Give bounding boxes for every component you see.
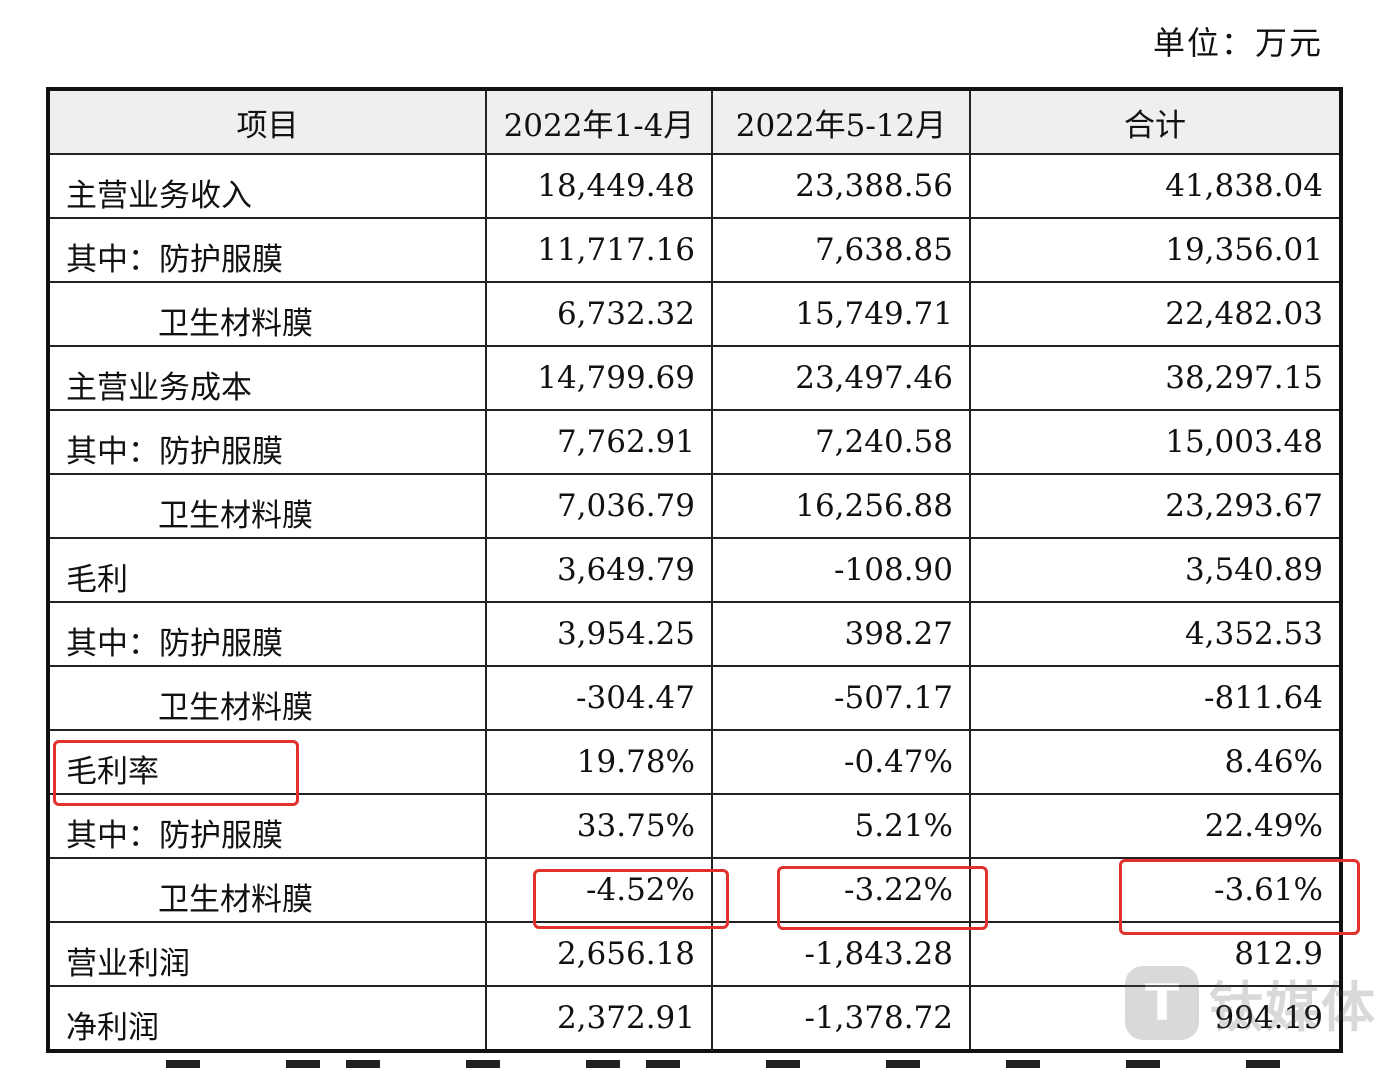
cell-period-1: 19.78% [485,729,713,795]
cell-period-2: -3.22% [711,857,971,923]
row-label: 毛利 [47,537,487,603]
cell-total: -3.61% [969,857,1342,923]
cell-period-1: 2,372.91 [485,985,713,1052]
cell-period-1: 2,656.18 [485,921,713,987]
row-label: 净利润 [47,985,487,1052]
cell-total: 8.46% [969,729,1342,795]
cell-total: 994.19 [969,985,1342,1052]
cell-total: 15,003.48 [969,409,1342,475]
header-period-2: 2022年5-12月 [711,88,971,155]
cell-period-1: 6,732.32 [485,281,713,347]
row-label: 其中：防护服膜 [47,409,487,475]
cell-period-2: 23,388.56 [711,153,971,219]
header-item: 项目 [47,88,487,155]
table-row: 其中：防护服膜 33.75% 5.21% 22.49% [47,793,1342,859]
table-row: 其中：防护服膜 11,717.16 7,638.85 19,356.01 [47,217,1342,283]
cell-total: 4,352.53 [969,601,1342,667]
row-label: 主营业务成本 [47,345,487,411]
cell-period-1: 3,649.79 [485,537,713,603]
cell-total: 19,356.01 [969,217,1342,283]
table-body: 主营业务收入 18,449.48 23,388.56 41,838.04 其中：防护服… [47,153,1342,1052]
cell-period-2: 398.27 [711,601,971,667]
table-row: 卫生材料膜 7,036.79 16,256.88 23,293.67 [47,473,1342,539]
cell-period-2: 23,497.46 [711,345,971,411]
cell-period-2: -108.90 [711,537,971,603]
header-period-1: 2022年1-4月 [485,88,713,155]
cell-total: 23,293.67 [969,473,1342,539]
cell-period-1: 18,449.48 [485,153,713,219]
cell-period-1: 33.75% [485,793,713,859]
cell-period-2: -1,378.72 [711,985,971,1052]
cell-period-1: -304.47 [485,665,713,731]
table-row: 毛利率 19.78% -0.47% 8.46% [47,729,1342,795]
row-label: 卫生材料膜 [47,473,487,539]
cell-total: 3,540.89 [969,537,1342,603]
table-row: 主营业务成本 14,799.69 23,497.46 38,297.15 [47,345,1342,411]
cell-period-2: -0.47% [711,729,971,795]
table-row: 其中：防护服膜 3,954.25 398.27 4,352.53 [47,601,1342,667]
cell-period-1: 14,799.69 [485,345,713,411]
cell-period-2: 7,240.58 [711,409,971,475]
row-label: 其中：防护服膜 [47,217,487,283]
watermark: T 钛媒体 [1125,963,1377,1042]
header-row: 项目 2022年1-4月 2022年5-12月 合计 [47,88,1342,155]
cell-total: -811.64 [969,665,1342,731]
cell-period-2: 5.21% [711,793,971,859]
cut-off-text-line [46,1058,1343,1068]
cell-total: 38,297.15 [969,345,1342,411]
cell-total: 22.49% [969,793,1342,859]
cell-total: 22,482.03 [969,281,1342,347]
row-label: 毛利率 [47,729,487,795]
cell-total: 41,838.04 [969,153,1342,219]
table-row: 主营业务收入 18,449.48 23,388.56 41,838.04 [47,153,1342,219]
table-row: 其中：防护服膜 7,762.91 7,240.58 15,003.48 [47,409,1342,475]
row-label: 卫生材料膜 [47,281,487,347]
header-total: 合计 [969,88,1342,155]
row-label: 其中：防护服膜 [47,601,487,667]
financial-table: 项目 2022年1-4月 2022年5-12月 合计 主营业务收入 18,449.… [46,87,1343,1053]
row-label: 卫生材料膜 [47,857,487,923]
cell-period-1: 3,954.25 [485,601,713,667]
table-row: 卫生材料膜 -304.47 -507.17 -811.64 [47,665,1342,731]
table-row: 毛利 3,649.79 -108.90 3,540.89 [47,537,1342,603]
table-row: 卫生材料膜 -4.52% -3.22% -3.61% [47,857,1342,923]
row-label: 其中：防护服膜 [47,793,487,859]
cell-period-2: 7,638.85 [711,217,971,283]
cell-period-1: 7,036.79 [485,473,713,539]
cell-period-2: -507.17 [711,665,971,731]
row-label: 主营业务收入 [47,153,487,219]
table-row: 卫生材料膜 6,732.32 15,749.71 22,482.03 [47,281,1342,347]
row-label: 卫生材料膜 [47,665,487,731]
table-row: 净利润 2,372.91 -1,378.72 994.19 [47,985,1342,1052]
cell-period-1: -4.52% [485,857,713,923]
row-label: 营业利润 [47,921,487,987]
cell-period-2: -1,843.28 [711,921,971,987]
watermark-logo-icon: T [1125,965,1199,1040]
table-header: 项目 2022年1-4月 2022年5-12月 合计 [47,88,1342,155]
cell-period-2: 16,256.88 [711,473,971,539]
unit-label: 单位：万元 [1152,24,1323,62]
cell-period-2: 15,749.71 [711,281,971,347]
cell-period-1: 7,762.91 [485,409,713,475]
watermark-text: 钛媒体 [1209,976,1377,1039]
cell-period-1: 11,717.16 [485,217,713,283]
